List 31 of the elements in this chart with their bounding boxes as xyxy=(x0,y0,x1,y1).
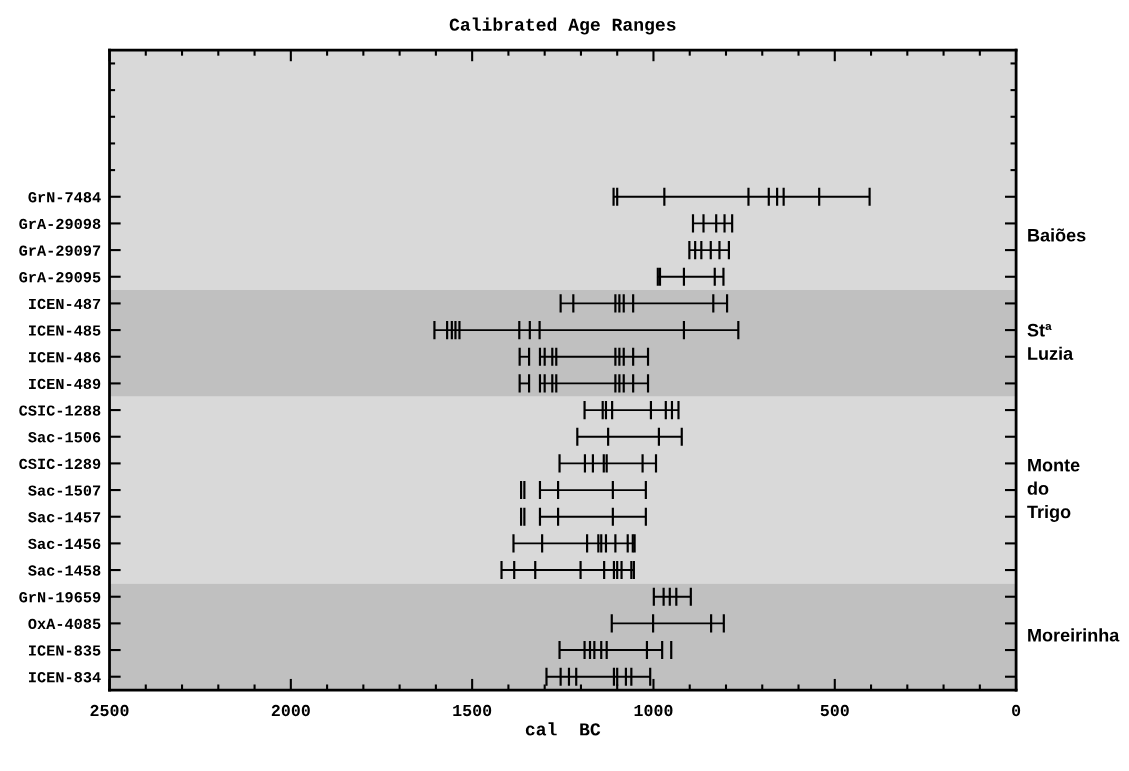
y-tick-label: Sac-1456 xyxy=(28,538,101,550)
y-tick-label: Sac-1506 xyxy=(28,432,101,443)
y-tick-label: Sac-1458 xyxy=(28,565,101,576)
x-tick-label: 500 xyxy=(820,704,849,717)
x-axis-title: cal BC xyxy=(525,722,601,736)
y-tick-label: ICEN-485 xyxy=(29,325,101,336)
chart-title: Calibrated Age Ranges xyxy=(449,17,676,35)
y-tick-label: GrN-19659 xyxy=(19,592,101,603)
band-label: Stª Luzia xyxy=(1027,323,1074,360)
y-tick-label: GrA-29098 xyxy=(19,218,101,230)
band-label: Moreirinha xyxy=(1028,628,1120,642)
y-tick-label: ICEN-486 xyxy=(29,352,101,363)
band-label: Baiões xyxy=(1028,228,1086,242)
x-tick-label: 2500 xyxy=(90,704,129,717)
x-tick-label: 1500 xyxy=(453,704,492,717)
y-tick-label: GrN-7484 xyxy=(28,192,101,203)
y-tick-label: CSIC-1288 xyxy=(19,405,101,416)
y-tick-label: CSIC-1289 xyxy=(19,458,101,470)
y-tick-label: GrA-29095 xyxy=(19,272,101,283)
y-tick-label: GrA-29097 xyxy=(19,245,101,256)
x-tick-label: 0 xyxy=(1012,704,1021,717)
y-tick-label: Sac-1457 xyxy=(28,512,101,523)
x-tick-label: 2000 xyxy=(271,704,310,717)
y-tick-label: Sac-1507 xyxy=(28,485,101,496)
y-tick-label: ICEN-489 xyxy=(29,378,101,390)
x-tick-label: 1000 xyxy=(634,704,673,717)
y-tick-label: OxA-4085 xyxy=(28,618,101,630)
y-tick-label: ICEN-835 xyxy=(29,645,101,656)
y-tick-label: ICEN-834 xyxy=(29,672,101,683)
band-label: Monte do Trigo xyxy=(1027,458,1080,522)
y-tick-label: ICEN-487 xyxy=(29,298,101,310)
